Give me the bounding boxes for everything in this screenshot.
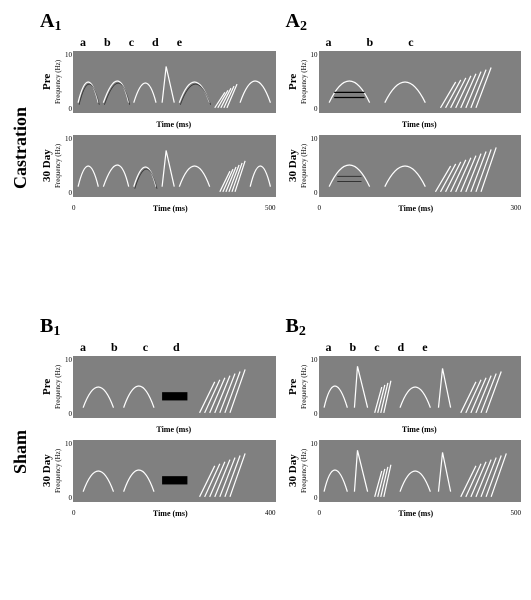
spectrogram-B1-pre [73, 356, 276, 418]
panel-A1: A1 a b c d e Pre Frequency (Hz) 10 0 [40, 10, 276, 285]
yticks: 10 0 [62, 51, 73, 113]
subplot-pair-B1: Pre Frequency (Hz) 10 0 [40, 356, 276, 518]
subplot-A2-pre: Pre Frequency (Hz) 10 0 [286, 51, 522, 113]
group-label-castration: Castration [10, 107, 31, 189]
ylabel: Frequency (Hz) [54, 51, 62, 113]
spectrogram-B2-post [319, 440, 522, 502]
xaxis-A1-pre: Time (ms) [40, 120, 276, 129]
letters-B1: a b c d [40, 340, 276, 355]
panel-B1: B1 a b c d Pre Frequency (Hz) 10 0 [40, 315, 276, 590]
subplot-pair-B2: Pre Frequency (Hz) 10 0 [286, 356, 522, 518]
subplot-B2-pre: Pre Frequency (Hz) 10 0 [286, 356, 522, 418]
letters-A1: a b c d e [40, 35, 276, 50]
spectrogram-B2-pre [319, 356, 522, 418]
panel-A2: A2 a b c Pre Frequency (Hz) 10 0 [286, 10, 522, 285]
subplot-A1-pre: Pre Frequency (Hz) 10 0 [40, 51, 276, 113]
subplot-B1-pre: Pre Frequency (Hz) 10 0 [40, 356, 276, 418]
subplot-A1-post: 30 Day Frequency (Hz) 10 0 [40, 135, 276, 197]
subplot-pair-A2: Pre Frequency (Hz) 10 0 [286, 51, 522, 213]
rowlabel-pre: Pre [40, 51, 54, 113]
panel-label-A1: A1 [40, 10, 276, 33]
subplot-B1-post: 30 Day Frequency (Hz) 10 0 [40, 440, 276, 502]
panel-label-A2: A2 [286, 10, 522, 33]
spectrogram-B1-post [73, 440, 276, 502]
xaxis-A1-post: 0 Time (ms) 500 [40, 204, 276, 213]
spectrogram-A1-post [73, 135, 276, 197]
spectrogram-A1-pre [73, 51, 276, 113]
figure-grid: Castration A1 a b c d e Pre Frequency (H… [10, 10, 521, 590]
panel-B2: B2 a b c d e Pre Frequency (Hz) 10 0 [286, 315, 522, 590]
subplot-pair-A1: Pre Frequency (Hz) 10 0 [40, 51, 276, 213]
letters-A2: a b c [286, 35, 522, 50]
letters-B2: a b c d e [286, 340, 522, 355]
group-label-sham: Sham [10, 430, 31, 474]
spectrogram-A2-pre [319, 51, 522, 113]
subplot-A2-post: 30 Day Frequency (Hz) 10 0 [286, 135, 522, 197]
panel-label-B1: B1 [40, 315, 276, 338]
subplot-B2-post: 30 Day Frequency (Hz) 10 0 [286, 440, 522, 502]
panel-label-B2: B2 [286, 315, 522, 338]
rowlabel-30day: 30 Day [40, 135, 54, 197]
spectrogram-A2-post [319, 135, 522, 197]
